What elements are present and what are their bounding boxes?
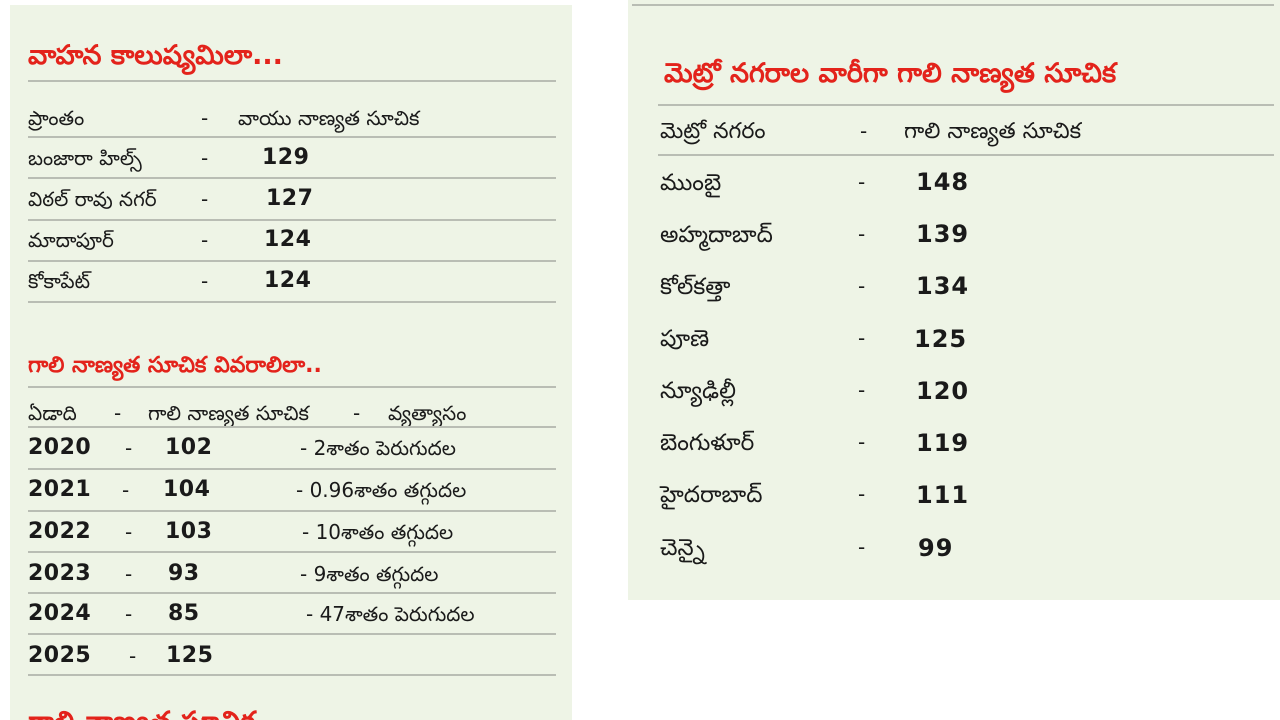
year-value: 2022 xyxy=(28,519,92,544)
area-name: కోకాపేట్ xyxy=(28,269,91,293)
city-name: అహ్మదాబాద్ xyxy=(660,222,773,248)
row-dash: - xyxy=(858,222,866,246)
row-dash: - xyxy=(858,170,866,194)
header-dash: - xyxy=(114,401,122,425)
row-dash: - xyxy=(125,602,133,626)
divider xyxy=(28,260,556,262)
aqi-value: 124 xyxy=(264,227,312,252)
aqi-value: 99 xyxy=(918,534,954,562)
row-dash: - xyxy=(201,187,209,211)
year-value: 2021 xyxy=(28,477,92,502)
city-name: హైదరాబాద్ xyxy=(660,482,763,508)
area-header: ప్రాంతం xyxy=(28,106,85,130)
row-dash: - xyxy=(125,436,133,460)
aqi-value: 134 xyxy=(916,272,970,300)
aqi-value: 104 xyxy=(163,477,211,502)
area-name: మాదాపూర్ xyxy=(28,228,114,252)
row-dash: - xyxy=(858,535,866,559)
year-value: 2024 xyxy=(28,601,92,626)
aqi-value: 103 xyxy=(165,519,213,544)
aqi-value: 129 xyxy=(262,145,310,170)
header-dash: - xyxy=(860,119,868,143)
row-dash: - xyxy=(858,378,866,402)
city-name: చెన్నై xyxy=(660,535,705,561)
row-dash: - xyxy=(858,326,866,350)
aqi-value: 127 xyxy=(266,186,314,211)
row-dash: - xyxy=(201,146,209,170)
row-dash: - xyxy=(125,520,133,544)
year-header: ఏడాది xyxy=(28,401,77,425)
divider xyxy=(28,468,556,470)
divider xyxy=(28,674,556,676)
aqi-value: 124 xyxy=(264,268,312,293)
vehicle-pollution-title: వాహన కాలుష్యమిలా... xyxy=(28,40,283,71)
divider xyxy=(28,592,556,594)
aqi-value: 119 xyxy=(916,429,970,457)
change-value: - 10శాతం తగ్గుదల xyxy=(302,520,454,544)
next-section-title-cut: గాలి నాణ్యత సూచిక xyxy=(28,708,548,720)
year-value: 2023 xyxy=(28,561,92,586)
row-dash: - xyxy=(858,482,866,506)
divider xyxy=(28,633,556,635)
city-name: పూణె xyxy=(660,326,710,352)
aqi-value: 120 xyxy=(916,377,970,405)
row-dash: - xyxy=(201,228,209,252)
aqi-header: వాయు నాణ్యత సూచిక xyxy=(238,106,420,130)
aqi-value: 93 xyxy=(168,561,200,586)
row-dash: - xyxy=(125,562,133,586)
change-value: - 2శాతం పెరుగుదల xyxy=(300,436,456,460)
city-name: ముంబై xyxy=(660,170,722,196)
change-value: - 0.96శాతం తగ్గుదల xyxy=(296,478,467,502)
row-dash: - xyxy=(858,274,866,298)
divider xyxy=(28,551,556,553)
divider xyxy=(28,136,556,138)
year-value: 2020 xyxy=(28,435,92,460)
change-value: - 47శాతం పెరుగుదల xyxy=(306,602,475,626)
aqi-value: 111 xyxy=(916,481,970,509)
row-dash: - xyxy=(201,269,209,293)
aqi-value: 85 xyxy=(168,601,200,626)
header-dash: - xyxy=(201,106,209,130)
aqi-value: 125 xyxy=(914,325,968,353)
area-name: విఠల్ రావు నగర్ xyxy=(28,187,157,211)
divider xyxy=(28,510,556,512)
divider xyxy=(658,154,1274,156)
row-dash: - xyxy=(122,478,130,502)
aqi-value: 102 xyxy=(165,435,213,460)
city-name: న్యూఢిల్లీ xyxy=(660,378,736,404)
aqi-value: 125 xyxy=(166,643,214,668)
divider xyxy=(28,80,556,82)
metro-aqi-title: మెట్రో నగరాల వారీగా గాలి నాణ్యత సూచిక xyxy=(664,58,1117,89)
left-panel: వాహన కాలుష్యమిలా... ప్రాంతం - వాయు నాణ్య… xyxy=(10,5,572,720)
divider xyxy=(28,426,556,428)
aqi-details-title: గాలి నాణ్యత సూచిక వివరాలిలా.. xyxy=(28,353,322,378)
header-dash: - xyxy=(353,401,361,425)
divider xyxy=(658,104,1274,106)
aqi-header: గాలి నాణ్యత సూచిక xyxy=(904,119,1082,144)
divider xyxy=(28,301,556,303)
row-dash: - xyxy=(129,644,137,668)
aqi-value: 148 xyxy=(916,168,970,196)
aqi-header: గాలి నాణ్యత సూచిక xyxy=(148,401,309,425)
divider xyxy=(28,177,556,179)
divider xyxy=(28,386,556,388)
right-panel: మెట్రో నగరాల వారీగా గాలి నాణ్యత సూచిక మె… xyxy=(628,0,1280,600)
year-value: 2025 xyxy=(28,643,92,668)
aqi-value: 139 xyxy=(916,220,970,248)
diff-header: వ్యత్యాసం xyxy=(388,401,467,425)
divider xyxy=(28,219,556,221)
row-dash: - xyxy=(858,430,866,454)
city-name: బెంగుళూర్ xyxy=(660,430,755,456)
city-name: కోల్‌కత్తా xyxy=(660,274,731,300)
city-header: మెట్రో నగరం xyxy=(660,119,766,144)
area-name: బంజారా హిల్స్ xyxy=(28,146,142,170)
divider xyxy=(632,4,1274,6)
change-value: - 9శాతం తగ్గుదల xyxy=(300,562,439,586)
